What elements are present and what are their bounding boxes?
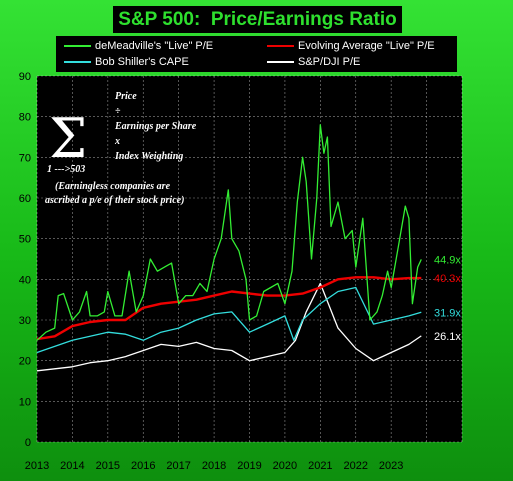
legend-label: S&P/DJI P/E — [298, 56, 361, 68]
x-tick-label: 2023 — [379, 460, 403, 472]
end-value-label: 40.3x — [434, 273, 461, 285]
y-tick-label: 40 — [19, 274, 31, 286]
series-line — [36, 276, 422, 341]
legend-swatch — [267, 45, 294, 47]
x-axis: 2013 2014 2015 2016 2017 2018 2019 2020 2021 2022… — [25, 460, 404, 472]
x-tick-label: 2022 — [344, 460, 368, 472]
x-tick-label: 2016 — [131, 460, 155, 472]
series-line — [36, 286, 422, 354]
x-tick-label: 2018 — [202, 460, 226, 472]
y-tick-label: 10 — [19, 396, 31, 408]
x-tick-label: 2019 — [237, 460, 261, 472]
legend-item-demeadville: deMeadville's "Live" P/E — [64, 40, 213, 52]
legend-label: Bob Shiller's CAPE — [95, 56, 189, 68]
legend-swatch — [64, 61, 91, 63]
note-footnote: (Earningless companies are — [55, 181, 171, 192]
note-line: x — [114, 136, 120, 147]
note-line: Earnings per Share — [114, 121, 197, 132]
y-tick-label: 90 — [19, 71, 31, 83]
x-tick-label: 2014 — [60, 460, 84, 472]
end-value-label: 44.9x — [434, 254, 461, 266]
chart-legend: deMeadville's "Live" P/E Evolving Averag… — [56, 36, 457, 72]
legend-label: deMeadville's "Live" P/E — [95, 40, 214, 52]
annotation: Σ Price ÷ Earnings per Share x Index Wei… — [45, 91, 197, 206]
plot-area — [37, 76, 462, 442]
y-tick-label: 30 — [19, 315, 31, 327]
x-tick-label: 2013 — [25, 460, 49, 472]
x-tick-label: 2017 — [166, 460, 190, 472]
legend-item-spdji: S&P/DJI P/E — [267, 56, 360, 68]
end-value-label: 31.9x — [434, 307, 461, 319]
x-tick-label: 2015 — [96, 460, 120, 472]
note-line: ÷ — [115, 106, 121, 117]
legend-item-cape: Bob Shiller's CAPE — [64, 56, 189, 68]
y-tick-label: 60 — [19, 193, 31, 205]
note-line: Index Weighting — [114, 151, 183, 162]
x-tick-label: 2021 — [308, 460, 332, 472]
end-value-label: 26.1x — [434, 331, 461, 343]
y-tick-label: 50 — [19, 234, 31, 246]
series-lines — [36, 124, 422, 372]
x-tick-label: 2020 — [273, 460, 297, 472]
y-tick-label: 20 — [19, 356, 31, 368]
note-line: Price — [115, 91, 137, 102]
y-axis: 0 10 20 30 40 50 60 70 80 90 — [19, 71, 31, 449]
legend-label: Evolving Average "Live" P/E — [298, 40, 435, 52]
legend-item-evolving-average: Evolving Average "Live" P/E — [267, 40, 435, 52]
note-range: 1 --->503 — [47, 164, 85, 175]
series-line — [36, 282, 422, 372]
legend-swatch — [64, 45, 91, 47]
y-tick-label: 0 — [25, 437, 31, 449]
chart-title: S&P 500: Price/Earnings Ratio — [113, 6, 402, 33]
y-tick-label: 70 — [19, 152, 31, 164]
note-footnote: ascribed a p/e of their stock price) — [45, 195, 184, 206]
legend-swatch — [267, 61, 294, 63]
series-line — [36, 124, 422, 341]
end-labels: 44.9x 40.3x 31.9x 26.1x — [434, 254, 461, 342]
sigma-symbol: Σ — [49, 107, 87, 170]
y-tick-label: 80 — [19, 112, 31, 124]
